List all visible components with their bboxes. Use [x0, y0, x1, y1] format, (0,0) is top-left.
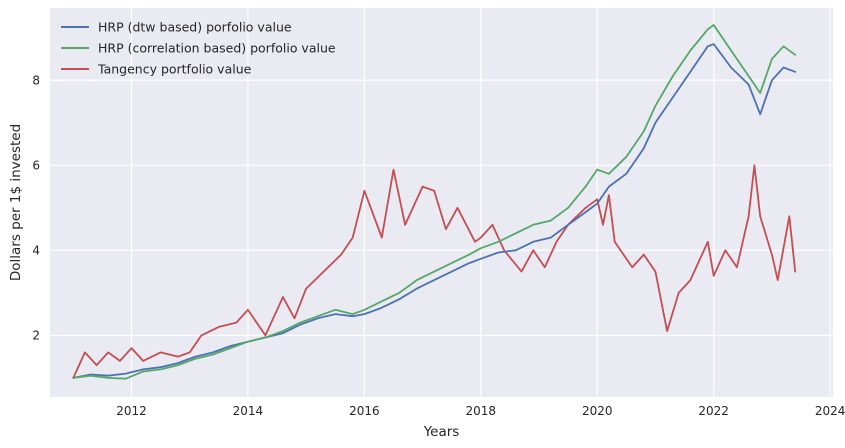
- y-tick-label: 2: [32, 328, 40, 342]
- x-tick-label: 2014: [233, 404, 264, 418]
- series-line-3: [72, 164, 797, 379]
- series-line-1: [72, 43, 797, 379]
- y-tick-label: 4: [32, 243, 40, 257]
- legend: HRP (dtw based) porfolio value HRP (corre…: [61, 20, 336, 77]
- y-tick-label: 6: [32, 158, 40, 172]
- legend-label: Tangency portfolio value: [97, 62, 252, 77]
- x-tick-label: 2022: [698, 404, 729, 418]
- x-tick-label: 2012: [116, 404, 147, 418]
- legend-label: HRP (correlation based) porfolio value: [98, 41, 336, 56]
- x-tick-label: 2024: [815, 404, 845, 418]
- plot-background: [50, 8, 833, 397]
- x-tick-label: 2018: [466, 404, 497, 418]
- y-tick-label: 8: [32, 73, 40, 87]
- x-tick-label: 2020: [582, 404, 613, 418]
- legend-label: HRP (dtw based) porfolio value: [98, 20, 292, 35]
- x-axis-label: Years: [423, 424, 460, 440]
- x-axis-ticks: 2012 2014 2016 2018 2020 2022 2024: [116, 404, 845, 418]
- y-axis-label: Dollars per 1$ invested: [8, 124, 24, 281]
- series-lines: [72, 24, 797, 380]
- y-axis-ticks: 2 4 6 8: [32, 73, 40, 342]
- plot-area: [50, 8, 833, 397]
- x-tick-label: 2016: [349, 404, 380, 418]
- grid: [50, 8, 833, 397]
- series-line-2: [72, 24, 797, 380]
